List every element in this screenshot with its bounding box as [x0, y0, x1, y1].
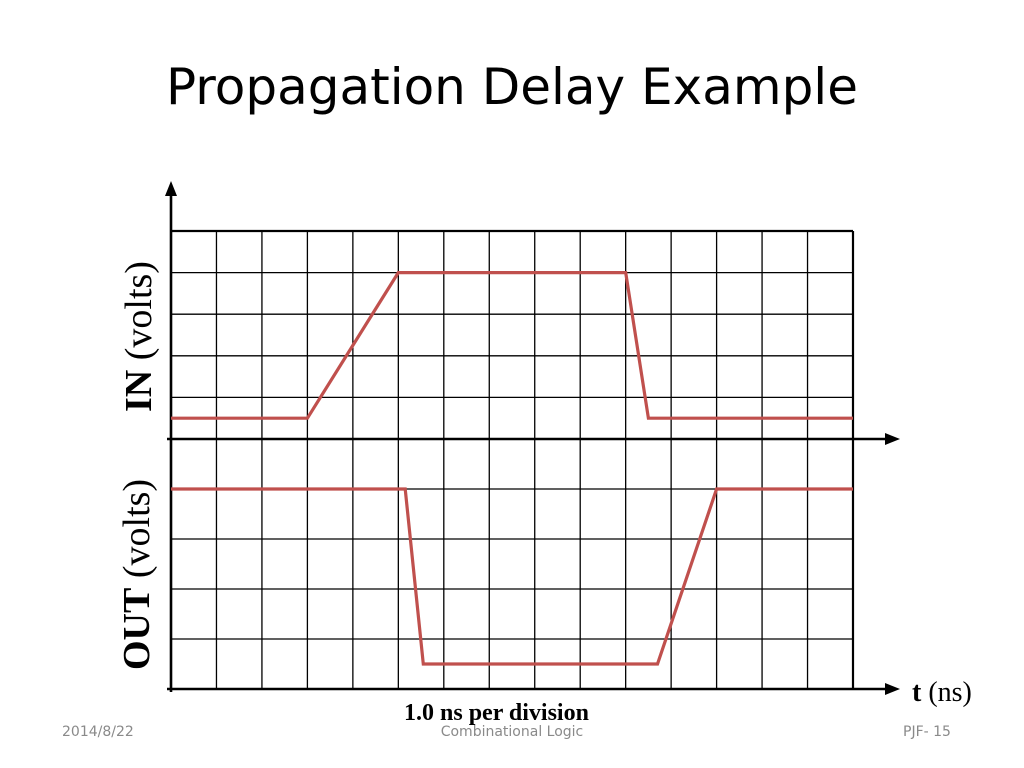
footer-date: 2014/8/22 — [62, 724, 134, 740]
axes — [165, 181, 900, 695]
out-axis-label-unit: (volts) — [116, 478, 158, 579]
out-waveform — [171, 487, 853, 666]
time-axis-label-name: t — [912, 677, 922, 708]
footer-page-number: PJF- 15 — [903, 724, 951, 740]
grid — [171, 229, 855, 689]
out-axis-label-name: OUT — [116, 587, 158, 670]
in-axis-label-unit: (volts) — [118, 261, 160, 361]
footer-title: Combinational Logic — [440, 724, 584, 740]
time-axis-label: t (ns) — [912, 677, 972, 709]
out-axis-label: OUT (volts) — [115, 479, 159, 670]
time-axis-label-unit: (ns) — [928, 677, 972, 708]
in-time-axis-arrow-icon — [885, 433, 900, 445]
division-note: 1.0 ns per division — [404, 700, 589, 726]
in-waveform — [171, 271, 853, 420]
in-axis-label-name: IN — [118, 369, 160, 412]
traces — [171, 271, 853, 666]
voltage-axis-arrow-icon — [165, 181, 177, 196]
slide-title: Propagation Delay Example — [166, 58, 858, 116]
out-time-axis-arrow-icon — [885, 683, 900, 695]
in-axis-label: IN (volts) — [117, 261, 161, 412]
